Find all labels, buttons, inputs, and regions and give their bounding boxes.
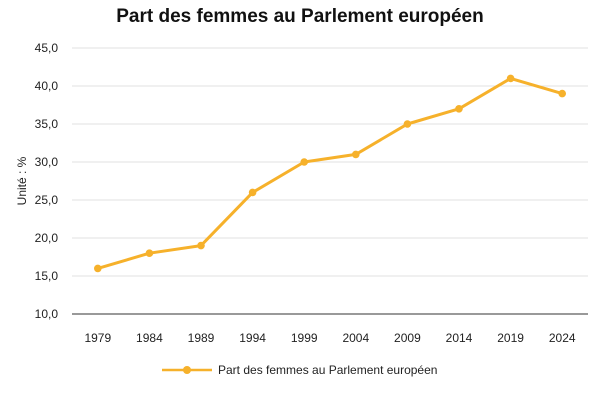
data-point: [248, 188, 257, 197]
data-point: [145, 249, 154, 257]
x-tick-label: 1979: [84, 331, 111, 345]
y-tick-label: 35,0: [35, 117, 59, 131]
x-tick-label: 1999: [291, 331, 318, 345]
x-tick-label: 2009: [394, 331, 421, 345]
x-tick-label: 2004: [342, 331, 369, 345]
gridlines: [72, 47, 588, 277]
data-point: [506, 74, 515, 83]
x-tick-label: 1994: [239, 331, 266, 345]
x-tick-label: 2014: [446, 331, 473, 345]
series-group: [94, 74, 566, 273]
data-point: [197, 241, 205, 250]
data-point: [94, 264, 102, 273]
y-tick-label: 20,0: [35, 231, 59, 245]
legend: Part des femmes au Parlement européen: [162, 363, 437, 377]
data-point: [558, 89, 566, 98]
x-tick-label: 2024: [549, 331, 576, 345]
x-tick-label: 1989: [188, 331, 215, 345]
data-point: [455, 105, 463, 113]
legend-label: Part des femmes au Parlement européen: [218, 363, 437, 377]
chart-title: Part des femmes au Parlement européen: [116, 6, 484, 27]
y-tick-label: 15,0: [35, 269, 59, 283]
y-axis-ticks: 10,0 15,0 20,0 25,0 30,0 35,0 40,0 45,0: [35, 41, 59, 321]
y-axis-title: Unité : %: [15, 156, 29, 205]
y-tick-label: 30,0: [35, 155, 59, 169]
y-tick-label: 40,0: [35, 79, 59, 93]
series-line: [97, 76, 563, 270]
x-tick-label: 1984: [136, 331, 163, 345]
y-tick-label: 45,0: [35, 41, 59, 55]
data-point: [300, 158, 309, 166]
data-point: [403, 120, 412, 128]
x-axis-ticks: 1979 1984 1989 1994 1999 2004 2009 2014 2019 2024: [84, 331, 575, 345]
y-tick-label: 25,0: [35, 193, 59, 207]
x-tick-label: 2019: [497, 331, 524, 345]
y-tick-label: 10,0: [35, 307, 59, 321]
legend-marker: [183, 366, 191, 374]
data-point: [352, 150, 360, 159]
